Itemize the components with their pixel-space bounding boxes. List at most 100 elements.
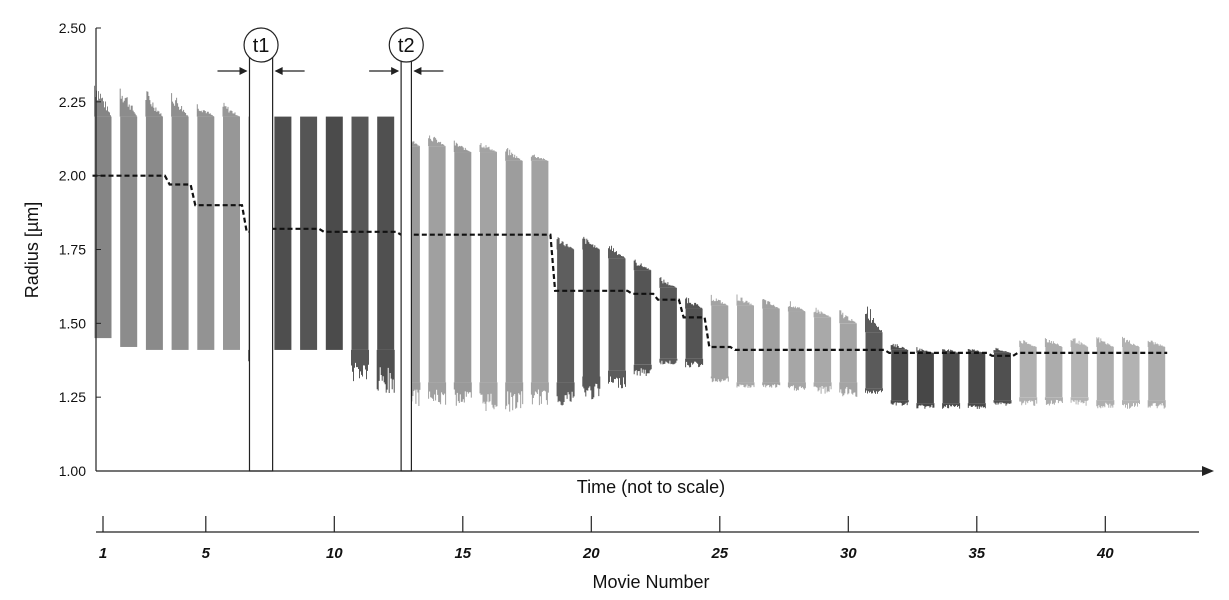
movie-bar-spikes [659,277,678,365]
movie-bar-body [685,308,703,359]
movie-bar-body [891,349,909,401]
movie-bar [556,237,575,406]
movie-bar [1096,337,1115,409]
movie-bar [916,347,935,409]
y-tick-label: 1.25 [59,389,86,405]
movie-bar-body [454,152,472,383]
movie-bar-body [711,305,729,377]
movie-bar-spikes [453,140,472,406]
movie-bar [608,245,626,389]
time-marker-t1: t1 [217,27,305,472]
y-tick-label: 1.00 [59,463,86,479]
time-window [400,57,412,472]
movie-tick-label: 25 [710,545,728,562]
movie-bar-spikes [865,306,883,394]
movie-bar [530,154,549,406]
arrow-left-icon [274,67,283,75]
movie-bar [1019,340,1038,406]
movie-bar [300,116,318,350]
movie-bar-spikes [608,245,626,389]
movie-bar-body [274,116,292,350]
movie-bar [993,347,1012,406]
movie-bar-body [120,116,138,347]
movie-bar [505,148,524,412]
movie-bar [1070,338,1089,406]
movie-bar-body [916,352,934,404]
movie-bar-spikes [145,91,163,117]
movie-bar-body [171,116,189,350]
movie-bar-spikes [839,310,858,397]
movie-bar-body [659,287,677,359]
movie-bar-body [1122,346,1140,401]
movie-bar [479,143,498,411]
movie-bar-spikes [479,143,498,411]
movie-bar-spikes [762,299,781,388]
movie-bar-body [942,352,960,404]
movie-bar-spikes [556,237,575,406]
movie-bar-spikes [1096,337,1115,409]
movie-tick-label: 35 [968,545,985,562]
movie-bar-body [968,352,986,404]
movie-bar-body [325,116,343,350]
movie-bar [94,85,112,339]
movie-bar-spikes [1147,340,1166,409]
movie-bar [813,307,832,394]
movie-bar [582,236,601,400]
movie-bar [942,349,961,409]
time-window [248,57,274,472]
arrow-right-icon [239,67,248,75]
movie-bar-body [351,116,369,350]
movie-bar-body [814,317,832,383]
movie-bar [685,297,704,368]
y-tick-label: 1.50 [59,315,86,331]
movie-axis-title: Movie Number [592,572,709,592]
x-axis-title: Time (not to scale) [577,477,725,497]
movie-bar [710,294,729,383]
movie-bar [274,116,292,350]
movie-tick-label: 20 [582,545,600,562]
movie-bar [351,116,369,382]
movie-bar [839,310,858,397]
movie-tick-label: 15 [454,545,471,562]
movie-tick-label: 1 [99,545,107,562]
movie-tick-label: 10 [326,545,343,562]
movie-bar-body [1045,346,1063,398]
movie-bar-body [608,258,626,371]
movie-bar-body [505,160,523,383]
movie-bar-spikes [685,297,704,368]
movie-bar-body [994,352,1011,401]
movie-bar-spikes [813,307,832,394]
movie-bar [376,116,395,393]
movie-bar-spikes [171,93,189,117]
movie-bar-body [839,323,857,383]
movie-bar [453,140,472,406]
y-tick-label: 2.50 [59,20,86,36]
movie-bar [659,277,678,365]
y-ticks: 1.00 1.25 1.50 1.75 2.00 2.25 2.50 [59,20,101,479]
movie-bar [865,306,883,394]
movie-bar [428,135,447,405]
movie-bar [171,93,189,350]
movie-bar-spikes [222,102,240,117]
movie-bar-spikes [530,154,549,406]
movie-bar-body [377,116,395,350]
movie-bar-body [1148,346,1166,401]
mean-radius-line [92,174,1168,357]
movie-bar [633,259,652,376]
movie-bar-body [428,146,446,383]
movie-bar [119,88,138,347]
movie-bar [1147,340,1166,409]
movie-bar-body [531,160,549,383]
movie-bar-body [197,116,215,350]
movie-bar-spikes [119,88,137,117]
movie-bar-spikes [633,259,652,376]
x-axis-arrow-icon [1202,466,1214,476]
movie-bar-body [94,116,112,339]
movie-bar-spikes [993,347,1012,406]
movie-bar-spikes [710,294,729,383]
movie-bar-spikes [505,148,524,412]
movie-bar-body [145,116,163,350]
movie-bar [762,299,781,388]
movie-ticks: 1 5 10 15 20 25 30 35 40 [99,516,1114,562]
